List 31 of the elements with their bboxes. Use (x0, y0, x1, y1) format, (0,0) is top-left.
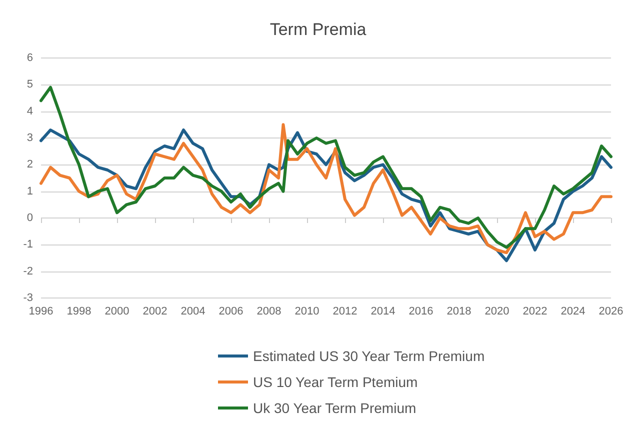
y-tick-label: 6 (26, 52, 33, 64)
y-tick-label: 0 (26, 212, 33, 224)
legend-label: Uk 30 Year Term Premium (253, 400, 416, 416)
legend-label: US 10 Year Term Ptemium (253, 374, 418, 390)
x-tick-label: 2000 (104, 306, 130, 318)
y-tick-label: 2 (26, 158, 33, 171)
x-tick-label: 2024 (560, 306, 586, 318)
x-tick-label: 2022 (522, 306, 548, 318)
x-tick-label: 2006 (218, 306, 244, 318)
x-tick-label: 2018 (446, 306, 472, 318)
y-tick-label: 3 (26, 132, 33, 144)
x-tick-label: 2026 (598, 306, 624, 318)
x-tick-label: 2016 (408, 306, 434, 318)
y-tick-label: -1 (23, 238, 33, 251)
y-tick-label: -3 (23, 292, 33, 304)
x-tick-label: 2008 (256, 306, 282, 318)
y-tick-label: -2 (23, 265, 33, 278)
line-series (40, 86, 612, 249)
y-tick-label: 4 (26, 105, 33, 118)
x-tick-label: 2004 (180, 306, 206, 318)
x-tick-label: 2002 (142, 306, 168, 318)
x-tick-label: 2020 (484, 306, 510, 318)
chart-title: Term Premia (270, 20, 367, 39)
legend-label: Estimated US 30 Year Term Premium (253, 348, 485, 364)
x-tick-label: 1996 (28, 306, 54, 318)
y-tick-label: 1 (26, 185, 33, 198)
x-tick-label: 2014 (370, 306, 396, 318)
x-tick-label: 1998 (66, 306, 92, 318)
x-tick-label: 2012 (332, 306, 358, 318)
y-tick-label: 5 (26, 78, 33, 91)
x-tick-label: 2010 (294, 306, 320, 318)
